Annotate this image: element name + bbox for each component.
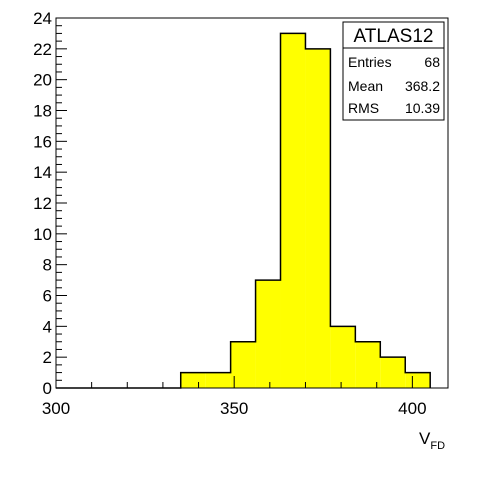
stats-box: ATLAS12 Entries 68 Mean 368.2 RMS 10.39: [342, 21, 445, 121]
histogram-bar: [330, 326, 356, 388]
y-tick-label: 16: [33, 132, 52, 151]
y-tick-label: 4: [43, 317, 52, 336]
stats-box-frame: [342, 21, 445, 121]
stats-entries-value: 68: [424, 54, 440, 70]
y-tick-label: 8: [43, 256, 52, 275]
stats-mean-value: 368.2: [405, 78, 440, 94]
x-tick-label: 400: [398, 399, 426, 418]
histogram-bar: [230, 341, 256, 388]
histogram-bar: [255, 280, 281, 388]
y-tick-label: 24: [33, 9, 52, 28]
histogram-bar: [380, 357, 406, 388]
stats-rms-label: RMS: [348, 100, 379, 116]
y-tick-label: 0: [43, 379, 52, 398]
x-axis-label-subscript: FD: [430, 440, 445, 452]
x-tick-label: 300: [42, 399, 70, 418]
histogram-bar: [205, 372, 231, 388]
stats-mean-label: Mean: [348, 78, 383, 94]
stats-box-title: ATLAS12: [354, 26, 434, 47]
axis-ticks: [55, 17, 449, 389]
stats-entries-label: Entries: [348, 54, 392, 70]
x-tick-label: 350: [220, 399, 248, 418]
histogram-bar: [180, 372, 206, 388]
y-tick-label: 22: [33, 40, 52, 59]
histogram-bar: [280, 33, 306, 389]
y-tick-label: 10: [33, 225, 52, 244]
y-tick-label: 14: [33, 163, 52, 182]
y-tick-label: 6: [43, 287, 52, 306]
stats-rms-value: 10.39: [405, 100, 440, 116]
histogram-bar: [305, 48, 331, 388]
y-tick-label: 12: [33, 194, 52, 213]
y-tick-label: 2: [43, 348, 52, 367]
y-tick-label: 18: [33, 102, 52, 121]
x-axis-label: VFD: [419, 429, 445, 452]
y-tick-label: 20: [33, 71, 52, 90]
histogram-bar: [405, 372, 431, 388]
histogram-bar: [355, 341, 381, 388]
